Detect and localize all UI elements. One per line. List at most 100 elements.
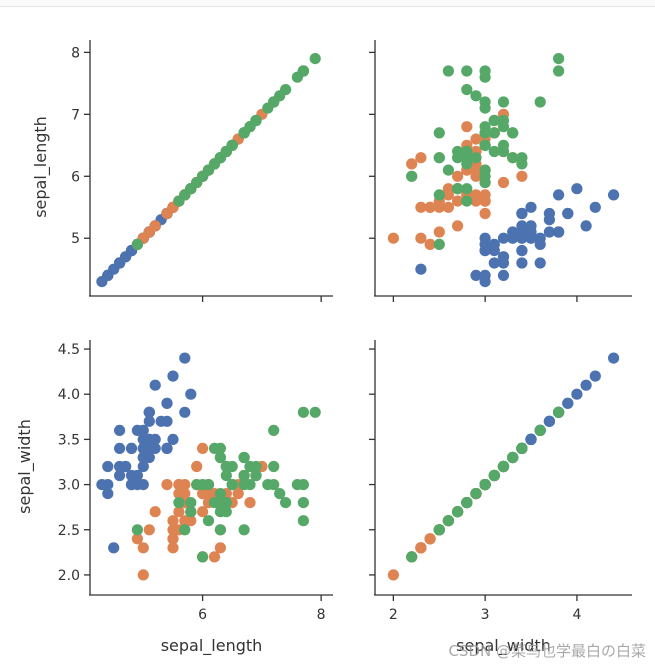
- data-point-series-1: [179, 488, 191, 500]
- panel-sepal_length-vs-sepal_width: 6 8 2.0 2.5 3.0 3.5 4.0 4.5: [58, 340, 333, 623]
- data-point-series-2: [220, 506, 232, 518]
- data-point-series-2: [442, 164, 454, 176]
- data-point-series-2: [553, 53, 565, 65]
- data-point-series-2: [268, 460, 280, 473]
- data-point-series-1: [197, 442, 209, 454]
- data-point-series-0: [562, 397, 574, 409]
- data-point-series-2: [479, 121, 491, 133]
- data-point-series-2: [433, 524, 445, 536]
- data-point-series-1: [479, 207, 491, 220]
- data-point-series-1: [452, 170, 464, 182]
- data-point-series-2: [214, 524, 226, 536]
- data-point-series-0: [137, 460, 149, 473]
- data-point-series-2: [309, 406, 321, 418]
- data-point-series-1: [442, 201, 454, 213]
- y-tick-label: 2.0: [58, 568, 80, 584]
- data-point-series-1: [208, 551, 221, 563]
- data-point-series-2: [534, 424, 546, 436]
- data-point-series-0: [534, 232, 546, 244]
- y-tick-label: 7: [71, 107, 80, 123]
- data-point-series-1: [197, 506, 209, 518]
- data-point-series-2: [479, 139, 491, 151]
- data-point-series-1: [185, 515, 197, 527]
- data-point-series-1: [167, 542, 179, 554]
- data-point-series-0: [102, 479, 114, 491]
- data-point-series-0: [125, 442, 138, 454]
- data-point-series-2: [553, 65, 565, 77]
- data-point-series-0: [516, 207, 528, 220]
- data-point-series-1: [442, 183, 454, 195]
- data-point-series-2: [479, 96, 491, 108]
- data-point-series-1: [161, 479, 173, 491]
- data-point-series-0: [149, 433, 161, 445]
- data-point-series-2: [268, 424, 280, 436]
- data-point-series-0: [608, 189, 620, 201]
- data-point-series-0: [516, 257, 528, 269]
- data-point-series-0: [543, 226, 556, 238]
- data-point-series-0: [534, 257, 546, 269]
- data-point-series-2: [226, 460, 238, 473]
- data-point-series-0: [114, 469, 126, 482]
- data-point-series-2: [297, 515, 309, 527]
- data-point-series-0: [161, 442, 173, 454]
- data-point-series-0: [497, 269, 510, 281]
- data-point-series-1: [452, 195, 464, 207]
- data-point-series-1: [470, 133, 482, 145]
- y-tick-label: 8: [71, 45, 80, 61]
- data-point-series-2: [297, 497, 309, 509]
- data-point-series-2: [238, 451, 250, 464]
- data-point-series-2: [470, 90, 482, 102]
- data-point-series-2: [220, 497, 232, 509]
- data-point-series-2: [433, 152, 445, 164]
- data-point-series-0: [149, 442, 161, 454]
- y-tick-label: 6: [71, 169, 80, 185]
- y-tick-label: 3.5: [58, 432, 80, 448]
- data-point-series-0: [120, 460, 132, 473]
- data-point-series-0: [553, 226, 565, 238]
- data-point-series-2: [173, 497, 185, 509]
- data-point-series-2: [250, 460, 262, 473]
- x-tick-label: 8: [317, 607, 326, 623]
- data-point-series-2: [202, 479, 215, 491]
- data-point-series-0: [102, 488, 114, 500]
- data-point-series-1: [191, 460, 203, 473]
- x-tick-label: 3: [481, 607, 490, 623]
- data-point-series-2: [497, 139, 510, 151]
- data-point-series-2: [297, 479, 309, 491]
- data-point-series-2: [488, 114, 500, 127]
- data-point-series-1: [424, 238, 436, 250]
- data-point-series-1: [244, 497, 256, 509]
- data-point-series-2: [131, 524, 143, 536]
- panel-sepal_length-vs-sepal_length: 5 6 7 8: [71, 40, 333, 302]
- data-point-series-2: [280, 497, 292, 509]
- data-point-series-2: [488, 127, 500, 139]
- data-point-series-1: [137, 542, 149, 554]
- data-point-series-2: [406, 170, 418, 182]
- data-point-series-2: [461, 195, 473, 207]
- x-axis-label-sepal-length: sepal_length: [161, 636, 263, 656]
- data-point-series-0: [479, 269, 491, 281]
- data-point-series-2: [479, 164, 491, 176]
- data-point-series-2: [488, 469, 500, 482]
- y-tick-label: 5: [71, 231, 80, 247]
- data-point-series-0: [137, 479, 149, 491]
- data-point-series-1: [424, 533, 436, 545]
- y-tick-label: 2.5: [58, 523, 80, 539]
- y-axis-label-sepal-width: sepal_width: [15, 419, 35, 514]
- data-point-series-2: [497, 96, 510, 108]
- data-point-series-0: [143, 406, 155, 418]
- x-tick-label: 2: [389, 607, 398, 623]
- data-point-series-2: [226, 479, 238, 491]
- data-point-series-2: [406, 551, 418, 563]
- data-point-series-1: [470, 189, 482, 201]
- data-point-series-2: [507, 127, 519, 139]
- data-point-series-2: [185, 506, 197, 518]
- y-tick-label: 4.5: [58, 342, 80, 358]
- data-point-series-2: [470, 488, 482, 500]
- data-point-series-1: [232, 488, 244, 500]
- data-point-series-0: [488, 238, 500, 250]
- x-tick-label: 4: [572, 607, 581, 623]
- data-point-series-1: [387, 569, 399, 581]
- y-axis-label-sepal-length: sepal_length: [31, 116, 51, 218]
